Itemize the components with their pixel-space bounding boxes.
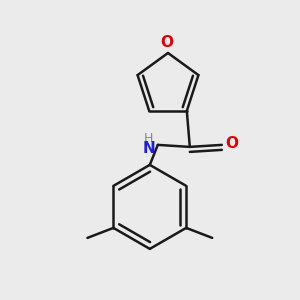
Text: H: H <box>144 132 154 146</box>
Text: O: O <box>225 136 238 152</box>
Text: O: O <box>160 35 173 50</box>
Text: N: N <box>142 141 155 156</box>
